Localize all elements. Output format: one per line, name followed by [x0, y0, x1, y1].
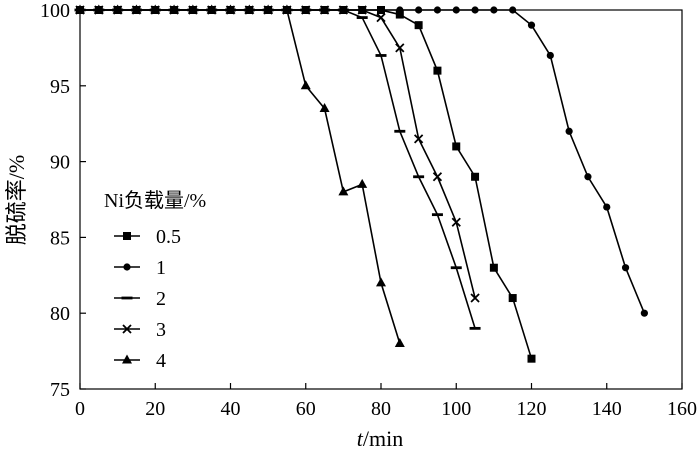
x-axis-label-variable: t — [357, 426, 364, 451]
x-tick-label: 40 — [221, 398, 241, 420]
data-point-square — [414, 21, 423, 30]
legend-title: Ni负载量/% — [104, 189, 206, 212]
data-point-triangle — [122, 354, 132, 364]
series-line-2 — [80, 9, 476, 329]
data-point-cross — [122, 324, 132, 334]
data-point-triangle — [150, 4, 161, 14]
x-axis-label: t/min — [357, 426, 403, 451]
series-2 — [74, 8, 481, 330]
data-point-cross — [319, 5, 330, 15]
data-point-circle — [640, 309, 648, 317]
legend: 0.5 1 2 3 4 — [114, 226, 181, 372]
x-tick-label: 60 — [296, 398, 316, 420]
data-point-circle — [377, 6, 385, 14]
legend-entry-4: 4 — [114, 350, 166, 372]
y-tick-label: 100 — [40, 0, 70, 22]
data-point-square — [123, 232, 131, 240]
data-point-triangle — [225, 4, 236, 14]
data-point-cross — [357, 5, 367, 15]
data-point-square — [395, 10, 404, 19]
x-tick-label: 20 — [145, 398, 165, 420]
data-point-circle — [433, 6, 442, 14]
data-point-circle — [452, 6, 460, 14]
legend-entry-3: 3 — [114, 319, 166, 341]
data-point-triangle — [131, 4, 142, 14]
data-point-circle — [546, 51, 554, 60]
data-point-cross — [451, 217, 461, 227]
data-point-cross — [432, 172, 443, 182]
x-tick-label: 80 — [371, 398, 391, 420]
data-point-triangle — [281, 4, 292, 14]
legend-label: 2 — [156, 288, 166, 310]
data-point-cross — [413, 134, 424, 144]
y-tick-label: 90 — [50, 152, 70, 174]
legend-label: 4 — [156, 350, 166, 372]
data-point-circle — [123, 263, 131, 271]
series-4 — [75, 4, 405, 348]
x-axis-label-unit: /min — [363, 426, 403, 451]
data-point-cross — [301, 5, 311, 15]
data-point-square — [433, 66, 442, 75]
data-point-circle — [415, 6, 423, 14]
x-tick-label: 140 — [592, 398, 622, 420]
y-tick-label: 85 — [50, 227, 70, 249]
x-tick-label: 160 — [667, 398, 697, 420]
data-point-circle — [490, 6, 498, 14]
series-line-3 — [80, 9, 476, 299]
series-0.5 — [76, 6, 536, 363]
x-tick-label: 120 — [517, 398, 547, 420]
data-point-square — [471, 172, 480, 181]
data-point-triangle — [357, 178, 368, 188]
y-axis-label: 脱硫率/% — [4, 155, 29, 245]
data-point-triangle — [263, 4, 274, 14]
data-point-circle — [584, 173, 592, 181]
data-point-triangle — [169, 4, 180, 14]
legend-label: 1 — [156, 257, 166, 279]
series-3 — [75, 5, 480, 303]
data-point-circle — [396, 6, 404, 14]
data-point-circle — [509, 6, 517, 14]
data-point-triangle — [93, 4, 104, 14]
y-tick-label: 75 — [50, 379, 70, 401]
x-tick-label: 0 — [75, 398, 85, 420]
data-point-cross — [395, 43, 405, 53]
data-point-triangle — [338, 186, 349, 196]
data-point-cross — [338, 5, 349, 15]
data-point-triangle — [394, 338, 405, 348]
data-point-triangle — [376, 277, 386, 287]
data-point-cross — [376, 12, 386, 23]
y-tick-label: 95 — [50, 76, 70, 98]
data-point-circle — [471, 6, 479, 14]
x-tick-label: 100 — [441, 398, 471, 420]
data-point-circle — [527, 21, 536, 29]
data-point-cross — [470, 293, 480, 303]
data-point-triangle — [206, 4, 217, 14]
legend-label: 0.5 — [156, 226, 181, 248]
series-line-4 — [80, 9, 401, 344]
legend-label: 3 — [156, 319, 166, 341]
data-point-square — [452, 142, 461, 151]
data-point-circle — [565, 127, 573, 135]
data-point-triangle — [75, 4, 85, 14]
data-point-triangle — [244, 4, 255, 14]
data-point-triangle — [319, 103, 330, 113]
series-layer — [74, 4, 648, 363]
series-line-0.5 — [80, 9, 533, 359]
legend-entry-2: 2 — [114, 288, 166, 310]
data-point-square — [489, 263, 498, 272]
legend-entry-1: 1 — [114, 257, 166, 279]
data-point-triangle — [112, 4, 123, 14]
data-point-triangle — [187, 4, 198, 14]
legend-entry-0.5: 0.5 — [114, 226, 181, 248]
data-point-circle — [603, 203, 611, 211]
data-point-triangle — [300, 80, 311, 90]
y-tick-label: 80 — [50, 303, 70, 325]
data-point-circle — [621, 264, 630, 272]
ticks-layer: 0 20 40 60 80 100 120 140 160 75 80 85 90 95 100 — [40, 0, 697, 420]
data-point-square — [527, 354, 536, 363]
data-point-square — [508, 294, 517, 303]
